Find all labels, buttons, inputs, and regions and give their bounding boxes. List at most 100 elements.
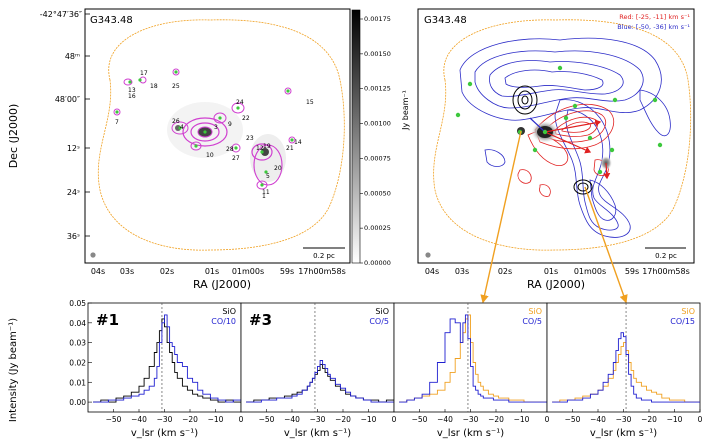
core-label: 3	[214, 124, 218, 131]
x-tick-label: −40	[590, 415, 606, 424]
y-tick-label: 0.05	[69, 299, 86, 308]
x-tick-label: −50	[259, 415, 275, 424]
right-scalebar-label: 0.2 pc	[655, 252, 677, 260]
ra-tick-label: 17h00m58s	[298, 267, 346, 276]
core-label: 24	[236, 99, 244, 106]
colorbar-label: Jy beam⁻¹	[401, 90, 410, 131]
core-label: 22	[242, 115, 250, 122]
ra-tick-label: 17h00m58s	[642, 267, 690, 276]
dec-tick-label: 48′00″	[55, 95, 80, 104]
dec-tick-label: 48ᵐ	[65, 52, 80, 61]
colorbar: 0.00175 0.00150 0.00125 0.00100 0.00075 0.000…	[351, 9, 410, 267]
core-label: 20	[274, 165, 282, 172]
spectrum-legend-line2: CO/10	[211, 317, 236, 326]
core-label: 14	[294, 139, 302, 146]
core-label: 7	[115, 119, 119, 126]
core-label: 23	[246, 135, 254, 142]
left-y-axis-label: Dec (J2000)	[7, 104, 20, 169]
x-tick-label: −10	[514, 415, 530, 424]
core-label: 27	[232, 155, 240, 162]
x-tick-label: −20	[488, 415, 504, 424]
x-tick-label: −10	[208, 415, 224, 424]
core-label: 17	[140, 70, 148, 77]
core-label: 28	[226, 146, 234, 153]
ra-tick-label: 01m00s	[574, 267, 606, 276]
left-dec-tick-labels: -42°47′36″ 48ᵐ 48′00″ 12ˢ 24ˢ 36ˢ	[40, 10, 90, 241]
spectrum-series-co-15	[552, 332, 700, 403]
x-tick-label: 0	[698, 415, 703, 424]
y-tick-label: 0.01	[69, 378, 86, 387]
core-label: 10	[206, 152, 214, 159]
arrow-to-spectrum-3	[480, 130, 522, 304]
left-source-name: G343.48	[90, 15, 133, 26]
spectra-y-tick-labels: 0.05 0.04 0.03 0.02 0.01 0.00	[69, 299, 92, 407]
ra-tick-label: 04s	[425, 267, 439, 276]
colorbar-tick-label: 0.00025	[364, 224, 391, 232]
x-tick-label: −40	[131, 415, 147, 424]
core-label: 13	[128, 87, 136, 94]
spectrum-frame	[546, 302, 701, 413]
colorbar-tick-label: 0.00075	[364, 154, 391, 162]
colorbar-tick-label: 0.00100	[364, 120, 391, 128]
left-ra-tick-labels: 04s 03s 02s 01s 01m00s 59s 17h00m58s	[91, 267, 346, 276]
x-tick-label: −20	[335, 415, 351, 424]
spectra-y-axis-label: Intensity (Jy beam⁻¹)	[8, 318, 19, 422]
dec-tick-label: 12ˢ	[67, 144, 80, 153]
ra-tick-label: 59s	[625, 267, 639, 276]
ra-tick-label: 01s	[205, 267, 219, 276]
dec-tick-label: 24ˢ	[67, 188, 80, 197]
left-x-axis-label: RA (J2000)	[193, 278, 251, 291]
x-tick-label: −10	[361, 415, 377, 424]
spectrum-series-co-10	[93, 314, 242, 403]
spectrum-legend-line1: SiO	[222, 307, 236, 316]
spectrum-legend-line2: CO/5	[369, 317, 389, 326]
left-primary-beam	[97, 19, 345, 251]
ra-tick-label: 04s	[91, 267, 105, 276]
x-tick-label: −30	[157, 415, 173, 424]
right-ra-tick-labels: 04s 03s 02s 01s 01m00s 59s 17h00m58s	[425, 267, 690, 276]
colorbar-tick-labels: 0.00175 0.00150 0.00125 0.00100 0.00075 0.000…	[360, 15, 391, 267]
dec-tick-label: 36ˢ	[67, 232, 80, 241]
spectrum-series-sio	[399, 314, 547, 403]
spectrum-legend-line1: SiO	[681, 307, 695, 316]
spectrum-x-axis-label: v_lsr (km s⁻¹)	[131, 428, 198, 439]
x-tick-label: −30	[310, 415, 326, 424]
core-label: 5	[266, 173, 270, 180]
core-label: 25	[172, 83, 180, 90]
core-label: 1	[262, 193, 266, 200]
x-tick-label: −50	[412, 415, 428, 424]
right-beam-ellipse	[425, 252, 431, 258]
spectrum-legend-line2: CO/5	[522, 317, 542, 326]
spectrum-legend-line2: CO/15	[670, 317, 695, 326]
x-tick-label: −40	[284, 415, 300, 424]
x-tick-label: −20	[641, 415, 657, 424]
spectrum-series-co-5	[399, 314, 547, 403]
core-label: 12	[256, 145, 264, 152]
right-source-name: G343.48	[424, 15, 467, 26]
spectrum-frame	[240, 302, 395, 413]
core-label: 16	[128, 93, 136, 100]
core-label: 11	[262, 189, 270, 196]
core-label: 26	[172, 118, 180, 125]
colorbar-tick-label: 0.00125	[364, 85, 391, 93]
spectrum-x-axis-label: v_lsr (km s⁻¹)	[437, 428, 504, 439]
x-tick-label: −50	[106, 415, 122, 424]
right-primary-beam	[433, 19, 692, 251]
x-tick-label: −30	[616, 415, 632, 424]
legend-red: Red: [-25, -11] km s⁻¹	[619, 13, 690, 21]
right-map-panel: G343.48 Red: [-25, -11] km s⁻¹ Blue: [-5…	[417, 8, 695, 304]
ra-tick-label: 01m00s	[232, 267, 264, 276]
x-tick-label: −40	[437, 415, 453, 424]
y-tick-label: 0.02	[69, 358, 86, 367]
x-tick-label: −10	[667, 415, 683, 424]
core-label: 21	[286, 145, 294, 152]
spectrum-series-sio	[93, 318, 241, 403]
ra-tick-label: 03s	[120, 267, 134, 276]
